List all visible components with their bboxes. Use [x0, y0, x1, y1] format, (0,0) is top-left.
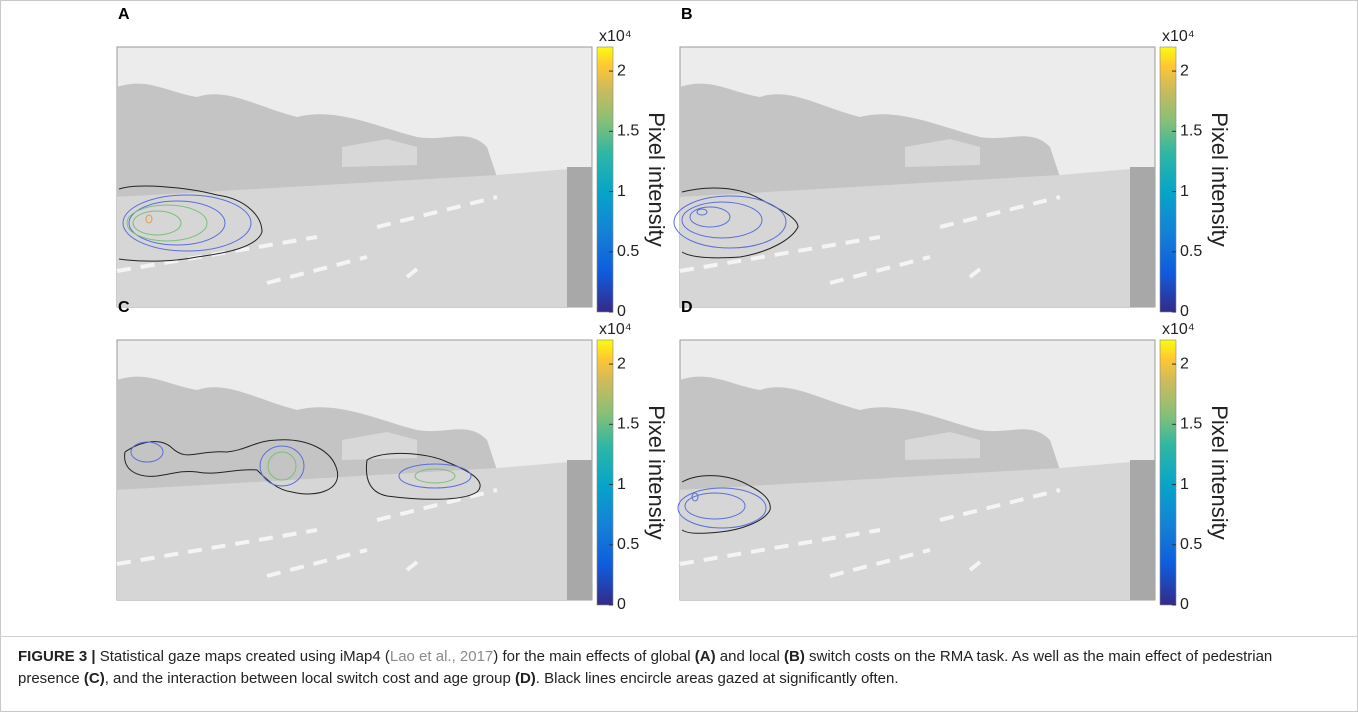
- colorbar-tick-label: 0: [1180, 596, 1189, 613]
- gaze-map: [677, 339, 1156, 601]
- lane-marks: [116, 488, 498, 578]
- intensity-contour: [126, 204, 208, 242]
- caption-text: FIGURE 3 |: [18, 648, 96, 665]
- kerb: [1130, 167, 1155, 307]
- caption-text: ) for the main effects of global: [493, 648, 695, 665]
- colorbar-tick-label: 0.5: [617, 536, 639, 553]
- gaze-map: [673, 46, 1156, 308]
- colorbar-tick-label: 1: [617, 476, 626, 493]
- intensity-contour: [696, 208, 708, 216]
- intensity-contour: [145, 214, 153, 224]
- colorbar-tick-label: 0.5: [1180, 243, 1202, 260]
- intensity-contour: [684, 492, 746, 520]
- divider: [0, 636, 1358, 637]
- intensity-contour: [132, 210, 182, 236]
- gaze-map: [116, 339, 593, 601]
- colorbar-tick-label: 0.5: [1180, 536, 1202, 553]
- caption-text: Lao et al., 2017: [389, 648, 494, 665]
- trees: [680, 83, 1060, 197]
- colorbar-tick-label: 2: [617, 62, 626, 79]
- caption-text: Statistical gaze maps created using iMap…: [95, 648, 390, 665]
- colorbar-tick-label: 0.5: [617, 243, 639, 260]
- colorbar-tick-label: 0: [617, 303, 626, 320]
- lane-marks: [116, 195, 498, 285]
- intensity-contour: [128, 200, 226, 246]
- colorbar-scale: x10⁴: [1162, 321, 1195, 338]
- caption-text: (D): [514, 669, 536, 687]
- caption-text: . Black lines encircle areas gazed at si…: [535, 669, 899, 687]
- colorbar-tick-label: 0: [617, 596, 626, 613]
- building: [905, 432, 980, 460]
- intensity-contour: [267, 451, 297, 481]
- kerb: [567, 460, 592, 600]
- colorbar-tick-label: 1.5: [1180, 123, 1202, 140]
- intensity-contour: [691, 492, 699, 502]
- colorbar-scale: x10⁴: [599, 28, 632, 45]
- colorbar-label: Pixel intensity: [644, 405, 669, 540]
- colorbar: [1159, 46, 1177, 313]
- colorbar: [596, 46, 614, 313]
- intensity-contour: [122, 194, 252, 252]
- intensity-contour: [259, 445, 305, 487]
- significance-contour: [365, 453, 481, 500]
- colorbar-tick-label: 1.5: [1180, 416, 1202, 433]
- gaze-map: [116, 46, 593, 308]
- colorbar-tick-label: 1: [617, 183, 626, 200]
- caption-text: switch costs on the RMA task. As well as…: [18, 648, 1277, 687]
- intensity-contour: [677, 487, 767, 529]
- colorbar-label: Pixel intensity: [1207, 112, 1232, 247]
- colorbar-scale: x10⁴: [1162, 28, 1195, 45]
- colorbar: [596, 339, 614, 606]
- intensity-contour: [689, 206, 731, 228]
- colorbar-tick-label: 1: [1180, 476, 1189, 493]
- panel-label: B: [681, 6, 693, 23]
- panel-label: D: [681, 299, 693, 316]
- significance-contour: [118, 185, 263, 262]
- significance-contour: [681, 475, 771, 534]
- colorbar-tick-label: 2: [617, 355, 626, 372]
- caption-text: and local: [715, 648, 784, 665]
- trees: [117, 376, 497, 490]
- building: [905, 139, 980, 167]
- panel-label: A: [118, 6, 130, 23]
- building: [342, 139, 417, 167]
- significance-contour: [681, 187, 799, 259]
- significance-contour: [124, 439, 339, 495]
- colorbar-label: Pixel intensity: [644, 112, 669, 247]
- intensity-contour: [673, 195, 787, 249]
- caption: FIGURE 3 | Statistical gaze maps created…: [18, 646, 1338, 689]
- colorbar-scale: x10⁴: [599, 321, 632, 338]
- colorbar-tick-label: 1.5: [617, 416, 639, 433]
- lane-marks: [679, 488, 1061, 578]
- colorbar-tick-label: 1: [1180, 183, 1189, 200]
- intensity-contour: [398, 463, 472, 489]
- colorbar: [1159, 339, 1177, 606]
- colorbar-label: Pixel intensity: [1207, 405, 1232, 540]
- intensity-contour: [130, 441, 164, 463]
- lane-marks: [679, 195, 1061, 285]
- colorbar-tick-label: 1.5: [617, 123, 639, 140]
- intensity-contour: [414, 468, 456, 484]
- intensity-contour: [681, 201, 763, 239]
- kerb: [1130, 460, 1155, 600]
- caption-text: (B): [784, 648, 805, 665]
- caption-text: , and the interaction between local swit…: [104, 669, 515, 687]
- colorbar-tick-label: 2: [1180, 62, 1189, 79]
- colorbar-tick-label: 2: [1180, 355, 1189, 372]
- caption-text: (A): [694, 648, 716, 665]
- kerb: [567, 167, 592, 307]
- colorbar-tick-label: 0: [1180, 303, 1189, 320]
- trees: [680, 376, 1060, 490]
- trees: [117, 83, 497, 197]
- caption-text: (C): [83, 669, 105, 687]
- panel-label: C: [118, 299, 130, 316]
